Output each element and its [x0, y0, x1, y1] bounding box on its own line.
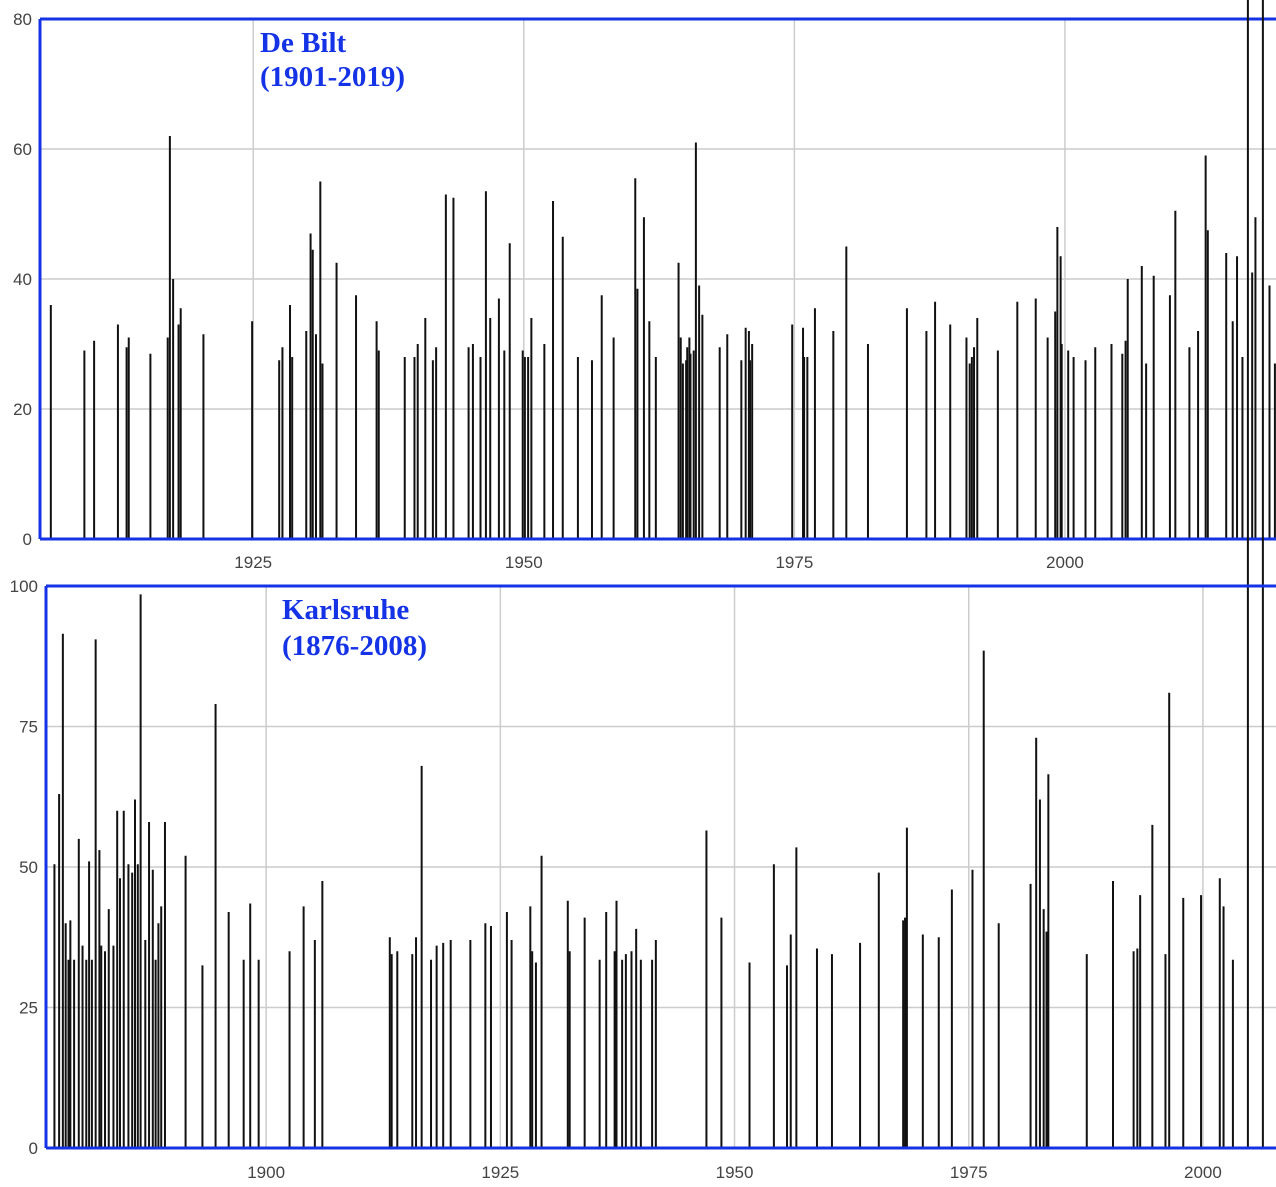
chart-panel-1: 0 20 40 60 80 1925 1950 1975 2000 De Bilt(1901-20…	[13, 10, 1276, 572]
y-tick-label: 0	[29, 1139, 38, 1158]
x-tick-label: 1975	[775, 553, 813, 572]
chart-title: Karlsruhe	[282, 594, 409, 626]
y-tick-label: 75	[19, 718, 38, 737]
chart-panel-2: 0 25 50 75 100 1900 1925 1950 1975 2000 Karlsruhe (…	[10, 0, 1276, 1182]
x-tick-label: 1950	[716, 1163, 754, 1182]
y-tick-label: 100	[10, 577, 38, 596]
chart-title: De Bilt	[260, 27, 347, 59]
y-tick-label: 80	[13, 10, 32, 29]
chart-subtitle: (1901-2019)	[260, 61, 405, 93]
x-tick-label: 1900	[247, 1163, 285, 1182]
y-tick-label: 25	[19, 999, 38, 1018]
x-tick-label: 2000	[1184, 1163, 1222, 1182]
y-tick-label: 0	[23, 530, 32, 549]
x-tick-label: 1925	[234, 553, 272, 572]
x-tick-label: 1975	[950, 1163, 988, 1182]
y-tick-label: 60	[13, 140, 32, 159]
y-tick-label: 40	[13, 270, 32, 289]
x-tick-label: 2000	[1046, 553, 1084, 572]
chart-subtitle: (1876-2008)	[282, 630, 427, 662]
y-tick-label: 50	[19, 858, 38, 877]
y-tick-label: 20	[13, 400, 32, 419]
x-tick-label: 1925	[481, 1163, 519, 1182]
x-tick-label: 1950	[505, 553, 543, 572]
